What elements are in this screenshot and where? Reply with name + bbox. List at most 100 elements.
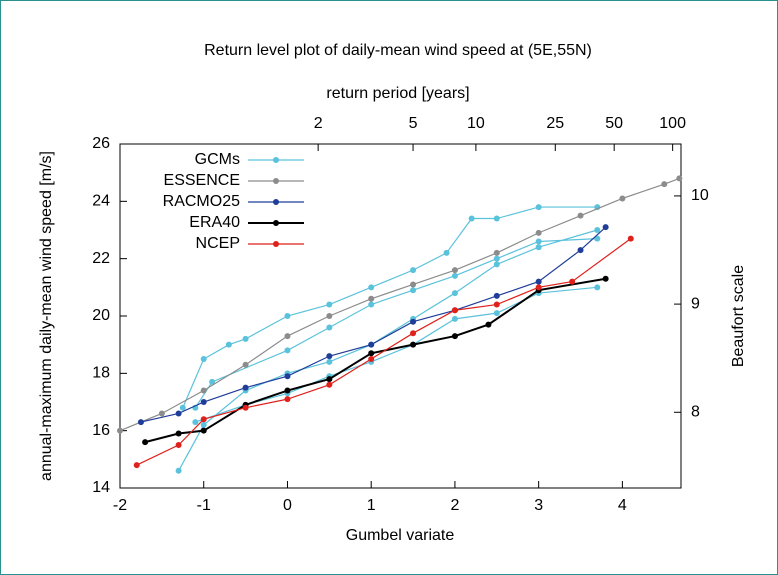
data-point [368, 295, 375, 302]
data-point [410, 287, 417, 294]
data-point [284, 347, 291, 354]
data-point [368, 341, 375, 348]
data-point [535, 284, 542, 291]
data-point [619, 195, 626, 202]
legend-label: ERA40 [189, 214, 240, 231]
x-tick-label: 2 [450, 497, 459, 514]
data-point [284, 313, 291, 319]
data-point [225, 341, 232, 348]
y2-tick-label: 8 [691, 403, 700, 420]
data-point [594, 284, 601, 291]
y2-axis-label: Beaufort scale [730, 265, 747, 367]
y-tick-label: 22 [92, 250, 110, 267]
data-point [410, 330, 417, 337]
data-point [535, 204, 542, 211]
y2-tick-label: 10 [691, 187, 709, 204]
x-tick-label: -1 [197, 497, 211, 514]
data-point [326, 381, 333, 388]
data-point [594, 235, 601, 242]
data-point [627, 235, 634, 242]
data-point [192, 419, 199, 426]
data-point [410, 341, 417, 348]
data-point [242, 404, 249, 411]
data-point [137, 419, 144, 426]
data-point [535, 229, 542, 236]
data-point [326, 353, 333, 360]
data-point [200, 427, 207, 434]
y-tick-label: 24 [92, 193, 110, 210]
data-point [368, 350, 375, 357]
data-point [485, 321, 492, 328]
y-tick-label: 18 [92, 365, 110, 382]
data-point [175, 410, 182, 417]
data-point [200, 387, 207, 394]
data-point [410, 318, 417, 325]
data-point [175, 467, 182, 474]
data-point [493, 310, 500, 317]
data-point [493, 255, 500, 262]
series-line [140, 226, 607, 423]
x2-tick-label: 25 [546, 115, 564, 132]
x-tick-label: 1 [367, 497, 376, 514]
data-point [661, 181, 668, 188]
data-point [676, 175, 683, 182]
legend-marker [273, 157, 279, 163]
data-point [535, 244, 542, 251]
data-point [284, 333, 291, 340]
data-point [326, 301, 333, 308]
y-tick-label: 16 [92, 422, 110, 439]
data-point [368, 284, 375, 291]
data-point [284, 396, 291, 403]
data-point [577, 247, 584, 254]
data-point [451, 333, 458, 340]
data-point [535, 238, 542, 245]
data-point [451, 307, 458, 314]
data-point [200, 416, 207, 423]
data-point [326, 376, 333, 383]
data-point [175, 442, 182, 448]
x2-axis-label: return period [years] [326, 85, 469, 102]
data-point [410, 267, 417, 274]
x2-tick-label: 100 [659, 115, 686, 132]
data-point [326, 313, 333, 319]
data-point [368, 301, 375, 308]
legend-label: NCEP [196, 235, 240, 252]
data-point [451, 267, 458, 274]
data-point [242, 361, 249, 368]
y-tick-label: 20 [92, 307, 110, 324]
data-point [200, 399, 207, 405]
x2-tick-label: 10 [467, 115, 485, 132]
x-tick-label: -2 [113, 497, 127, 514]
legend-label: GCMs [195, 151, 240, 168]
series-line [178, 206, 598, 472]
legend-marker [273, 178, 279, 184]
data-point [493, 215, 500, 222]
chart-title: Return level plot of daily-mean wind spe… [204, 42, 592, 59]
data-point [493, 249, 500, 256]
data-point [242, 384, 249, 391]
x-axis-label: Gumbel variate [346, 527, 455, 544]
y-tick-label: 14 [92, 479, 110, 496]
data-point [493, 301, 500, 308]
data-point [284, 373, 291, 380]
series-line [144, 277, 606, 444]
data-point [200, 356, 207, 362]
data-point [368, 356, 375, 362]
data-point [284, 387, 291, 394]
legend-marker [273, 199, 279, 205]
legend-marker [273, 220, 279, 226]
y-axis-label: annual-maximum daily-mean wind speed [m/… [38, 151, 55, 481]
data-point [326, 358, 333, 365]
x2-tick-label: 2 [314, 115, 323, 132]
data-point [179, 404, 186, 411]
data-point [133, 462, 140, 469]
data-point [451, 315, 458, 322]
data-point [242, 335, 249, 342]
data-point [175, 430, 182, 437]
y2-tick-label: 9 [691, 295, 700, 312]
x-tick-label: 3 [534, 497, 543, 514]
data-point [142, 439, 149, 446]
legend-label: RACMO25 [163, 193, 240, 210]
